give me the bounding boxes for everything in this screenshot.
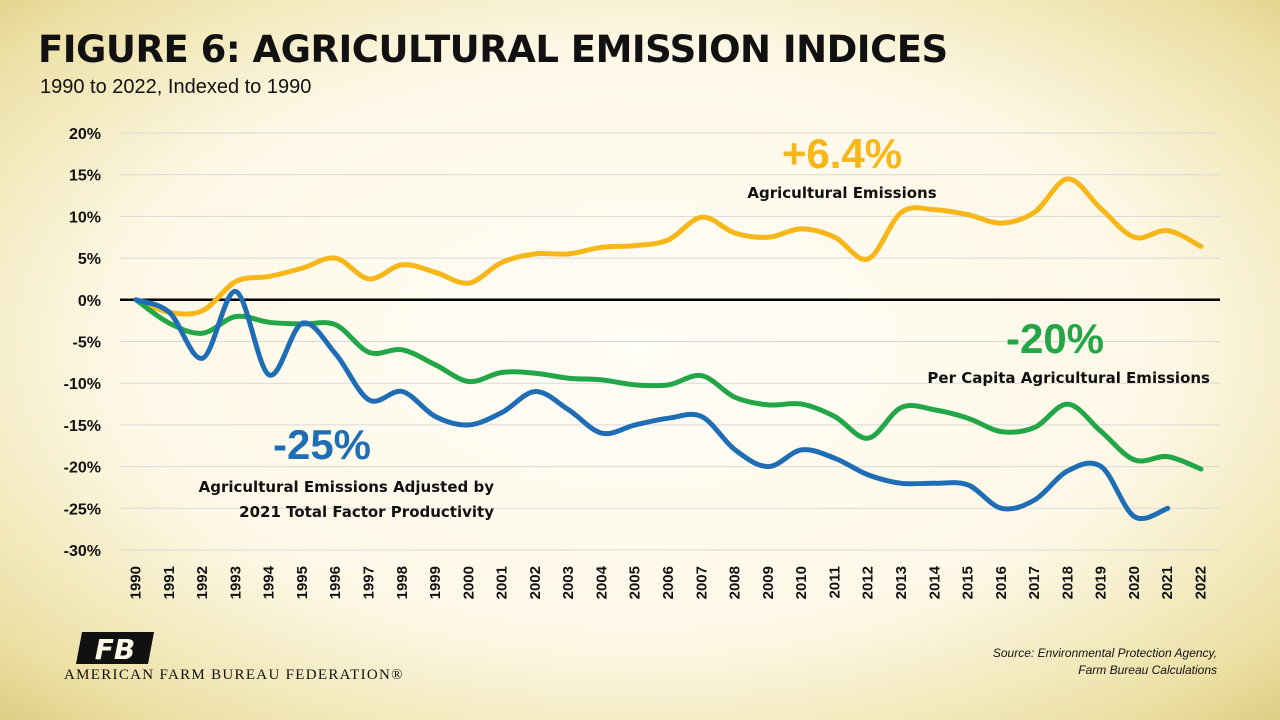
annotation-agricultural-emissions: +6.4% Agricultural Emissions xyxy=(747,130,936,202)
annotation-value-tfp: -25% xyxy=(273,421,371,468)
x-tick-label: 2014 xyxy=(926,565,943,599)
x-tick-label: 1992 xyxy=(194,566,211,599)
series-lines xyxy=(133,176,1204,521)
y-tick-label: -15% xyxy=(64,418,101,435)
annotation-label-tfp-line-2: 2021 Total Factor Productivity xyxy=(239,503,494,521)
x-tick-label: 1990 xyxy=(128,566,145,599)
annotation-per-capita: -20% Per Capita Agricultural Emissions xyxy=(927,315,1210,387)
source-note: Source: Environmental Protection Agency,… xyxy=(992,646,1217,677)
organization-name: AMERICAN FARM BUREAU FEDERATION® xyxy=(64,667,404,683)
y-tick-label: -20% xyxy=(64,460,101,477)
x-tick-label: 2005 xyxy=(627,566,644,599)
x-tick-label: 2008 xyxy=(727,566,744,599)
x-tick-label: 1995 xyxy=(294,566,311,599)
y-tick-label: 5% xyxy=(78,251,101,268)
x-tick-label: 2002 xyxy=(527,566,544,599)
x-tick-label: 2016 xyxy=(993,566,1010,599)
y-tick-label: 10% xyxy=(69,209,101,226)
x-tick-label: 2003 xyxy=(560,566,577,599)
x-tick-label: 2006 xyxy=(660,566,677,599)
logo-text: FB xyxy=(95,633,135,666)
annotation-label-agricultural: Agricultural Emissions xyxy=(747,184,936,202)
y-tick-label: 0% xyxy=(78,293,101,310)
y-tick-label: 15% xyxy=(69,168,101,185)
series-line-agricultural-emissions xyxy=(133,176,1204,317)
chart-title: FIGURE 6: AGRICULTURAL EMISSION INDICES xyxy=(38,28,948,71)
x-tick-label: 2001 xyxy=(494,566,511,599)
annotation-value-per-capita: -20% xyxy=(1006,315,1104,362)
x-tick-label: 2017 xyxy=(1026,566,1043,599)
annotation-value-agricultural: +6.4% xyxy=(782,130,902,177)
x-tick-label: 2021 xyxy=(1159,566,1176,599)
y-axis-ticks: 20% 15% 10% 5% 0% -5% -10% -15% -20% -25% -30% xyxy=(64,126,101,560)
farm-bureau-logo: FB xyxy=(76,632,154,666)
x-tick-label: 2022 xyxy=(1193,566,1210,599)
x-tick-label: 1999 xyxy=(427,566,444,599)
y-tick-label: -25% xyxy=(64,501,101,518)
x-tick-label: 2010 xyxy=(793,566,810,599)
x-tick-label: 2000 xyxy=(460,566,477,599)
x-tick-label: 1996 xyxy=(327,566,344,599)
x-tick-label: 2019 xyxy=(1093,566,1110,599)
x-tick-label: 1991 xyxy=(161,566,178,599)
x-tick-label: 2018 xyxy=(1059,566,1076,599)
y-tick-label: -10% xyxy=(64,376,101,393)
x-tick-label: 2009 xyxy=(760,566,777,599)
x-tick-label: 1994 xyxy=(261,565,278,599)
x-tick-label: 2013 xyxy=(893,566,910,599)
x-tick-label: 2007 xyxy=(693,566,710,599)
x-axis-ticks: 1990 1991 1992 1993 1994 1995 1996 1997 1998 1999… xyxy=(128,565,1210,599)
x-tick-label: 2012 xyxy=(860,566,877,599)
annotation-label-per-capita: Per Capita Agricultural Emissions xyxy=(927,369,1210,387)
chart-subtitle: 1990 to 2022, Indexed to 1990 xyxy=(40,76,312,98)
y-tick-label: 20% xyxy=(69,126,101,143)
x-tick-label: 1993 xyxy=(227,566,244,599)
x-tick-label: 2011 xyxy=(826,566,843,599)
y-tick-label: -30% xyxy=(64,543,101,560)
annotation-label-tfp-line-1: Agricultural Emissions Adjusted by xyxy=(199,478,495,496)
x-tick-label: 1997 xyxy=(360,566,377,599)
x-tick-label: 2015 xyxy=(960,566,977,599)
x-tick-label: 2004 xyxy=(593,565,610,599)
annotation-tfp-adjusted: -25% Agricultural Emissions Adjusted by … xyxy=(199,421,495,521)
series-line-tfp-adjusted xyxy=(133,289,1171,521)
y-tick-label: -5% xyxy=(73,335,101,352)
x-tick-label: 1998 xyxy=(394,566,411,599)
x-tick-label: 2020 xyxy=(1126,566,1143,599)
